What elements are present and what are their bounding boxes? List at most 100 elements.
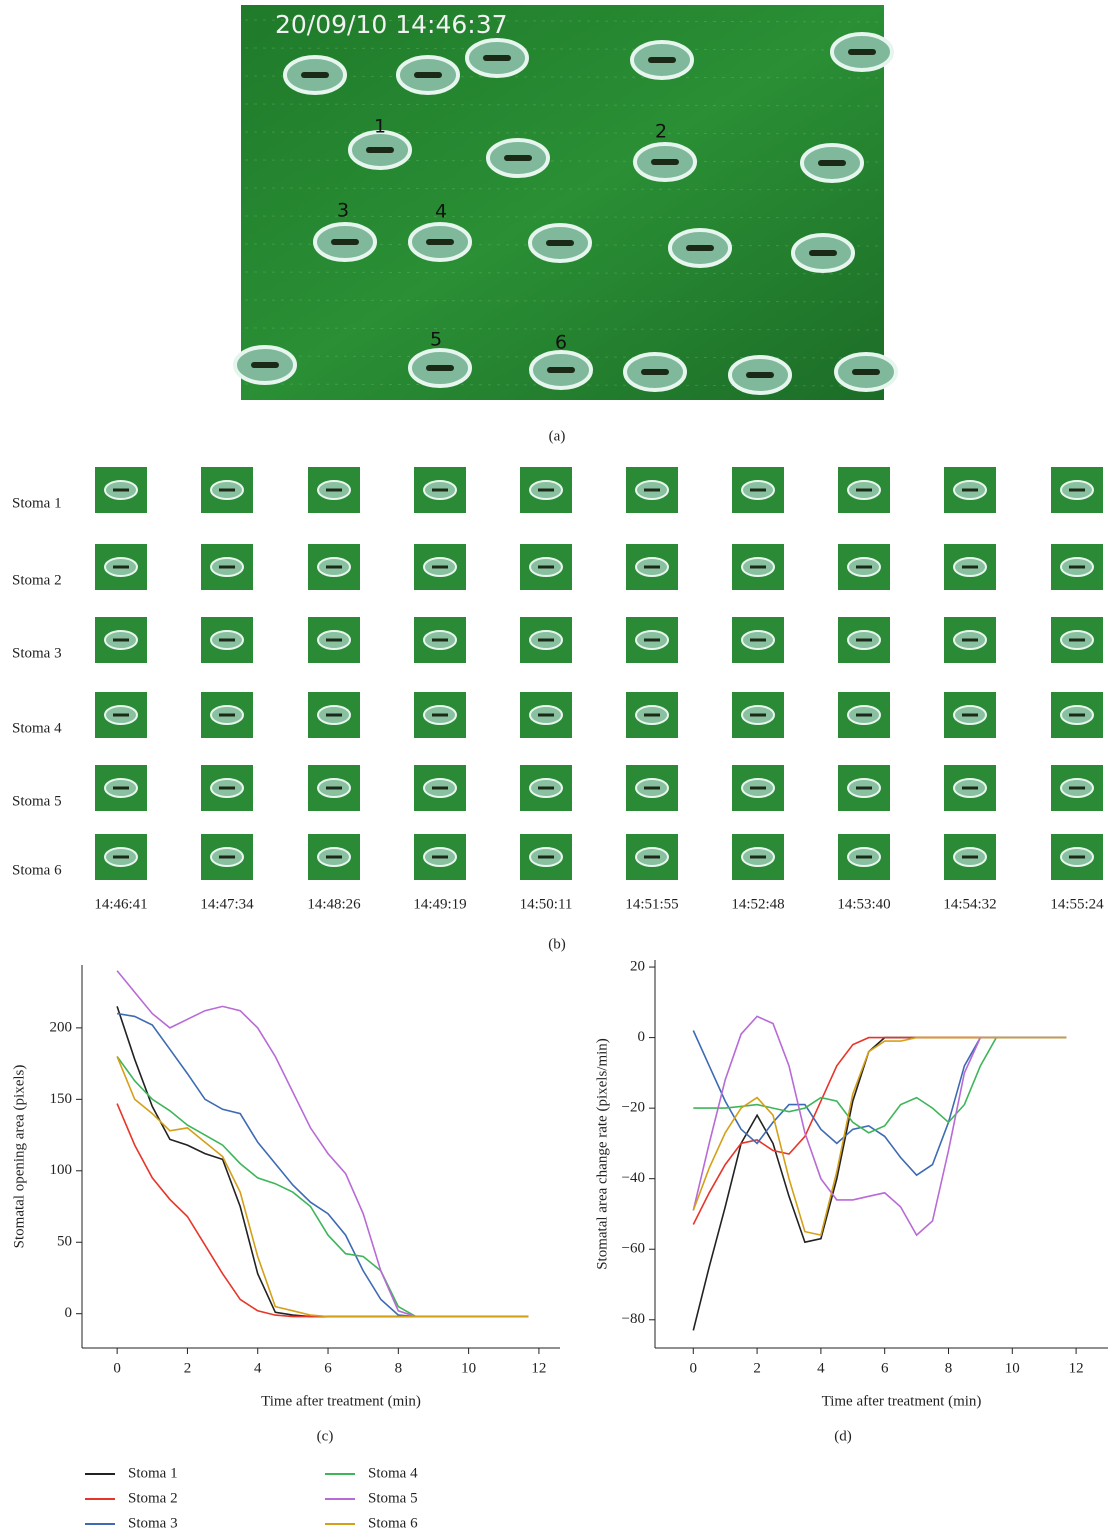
series-line [117,971,528,1317]
thumb-pore [644,639,660,642]
pore [483,55,511,61]
x-tick-label: 2 [184,1360,192,1376]
y-tick-label: 150 [50,1091,73,1107]
y-axis-label: Stomatal area change rate (pixels/min) [594,1038,610,1270]
thumb-pore [113,566,129,569]
time-label: 14:49:19 [413,896,466,912]
thumb-pore [219,566,235,569]
pore [848,49,876,55]
thumb-pore [432,639,448,642]
thumb-pore [750,856,766,859]
thumb-pore [856,489,872,492]
thumb-pore [1069,714,1085,717]
pore [651,159,679,165]
pore [331,239,359,245]
thumb-pore [856,714,872,717]
thumb-pore [326,489,342,492]
thumb-pore [538,714,554,717]
pore [547,367,575,373]
series-line [117,1057,528,1317]
timestamp: 20/09/10 14:46:37 [275,10,508,39]
y-tick-label: −20 [622,1100,645,1116]
thumb-pore [1069,489,1085,492]
pore [648,57,676,63]
x-tick-label: 0 [113,1360,121,1376]
thumb-pore [113,489,129,492]
row-label: Stoma 3 [12,645,62,661]
pore [746,372,774,378]
x-tick-label: 8 [395,1360,403,1376]
thumb-pore [856,639,872,642]
thumb-pore [856,856,872,859]
thumb-pore [1069,639,1085,642]
series-line [693,1038,1066,1225]
thumb-pore [1069,787,1085,790]
caption: (b) [548,936,566,952]
row-label: Stoma 4 [12,720,62,736]
stoma-number: 3 [337,200,349,222]
time-label: 14:52:48 [731,896,784,912]
row-label: Stoma 1 [12,495,62,511]
thumb-pore [326,714,342,717]
x-tick-label: 12 [1069,1360,1084,1376]
x-axis-label: Time after treatment (min) [822,1393,982,1409]
x-tick-label: 10 [461,1360,476,1376]
x-tick-label: 2 [753,1360,761,1376]
thumb-pore [856,566,872,569]
time-label: 14:46:41 [94,896,147,912]
thumb-pore [113,856,129,859]
thumb-pore [750,566,766,569]
caption: (c) [317,1428,334,1444]
thumb-pore [432,856,448,859]
stoma-number: 5 [430,329,442,351]
x-axis-label: Time after treatment (min) [261,1393,421,1409]
thumb-pore [750,639,766,642]
pore [852,369,880,375]
series-line [117,1006,528,1316]
time-label: 14:53:40 [837,896,890,912]
thumb-pore [113,639,129,642]
thumb-pore [538,787,554,790]
legend-label: Stoma 6 [368,1515,418,1531]
legend-label: Stoma 3 [128,1515,178,1531]
thumb-pore [432,566,448,569]
thumb-pore [962,489,978,492]
pore [546,240,574,246]
time-label: 14:55:24 [1050,896,1104,912]
legend-label: Stoma 2 [128,1490,178,1506]
legend-label: Stoma 1 [128,1465,178,1481]
y-axis-label: Stomatal opening area (pixels) [11,1065,27,1249]
time-label: 14:54:32 [943,896,996,912]
thumb-pore [962,566,978,569]
pore [366,147,394,153]
series-line [693,1038,1066,1133]
y-tick-label: −80 [622,1311,645,1327]
thumb-pore [219,639,235,642]
thumb-pore [538,489,554,492]
y-tick-label: −40 [622,1170,645,1186]
thumb-pore [538,856,554,859]
thumb-pore [962,639,978,642]
y-tick-label: −60 [622,1241,645,1257]
thumb-pore [432,714,448,717]
thumb-pore [962,714,978,717]
x-tick-label: 8 [945,1360,953,1376]
thumb-pore [538,639,554,642]
pore [414,72,442,78]
time-label: 14:50:11 [520,896,573,912]
x-tick-label: 10 [1005,1360,1020,1376]
pore [426,239,454,245]
thumb-pore [644,714,660,717]
x-tick-label: 12 [531,1360,546,1376]
caption: (d) [834,1428,852,1444]
pore [426,365,454,371]
x-tick-label: 6 [324,1360,332,1376]
legend-label: Stoma 5 [368,1490,418,1506]
thumb-pore [113,787,129,790]
stoma-number: 4 [435,201,447,223]
thumb-pore [644,489,660,492]
y-tick-label: 0 [65,1305,73,1321]
y-tick-label: 0 [638,1029,646,1045]
x-tick-label: 4 [817,1360,825,1376]
figure: 20/09/10 14:46:37 (a) (b) 123456Stoma 1S… [0,0,1115,1535]
